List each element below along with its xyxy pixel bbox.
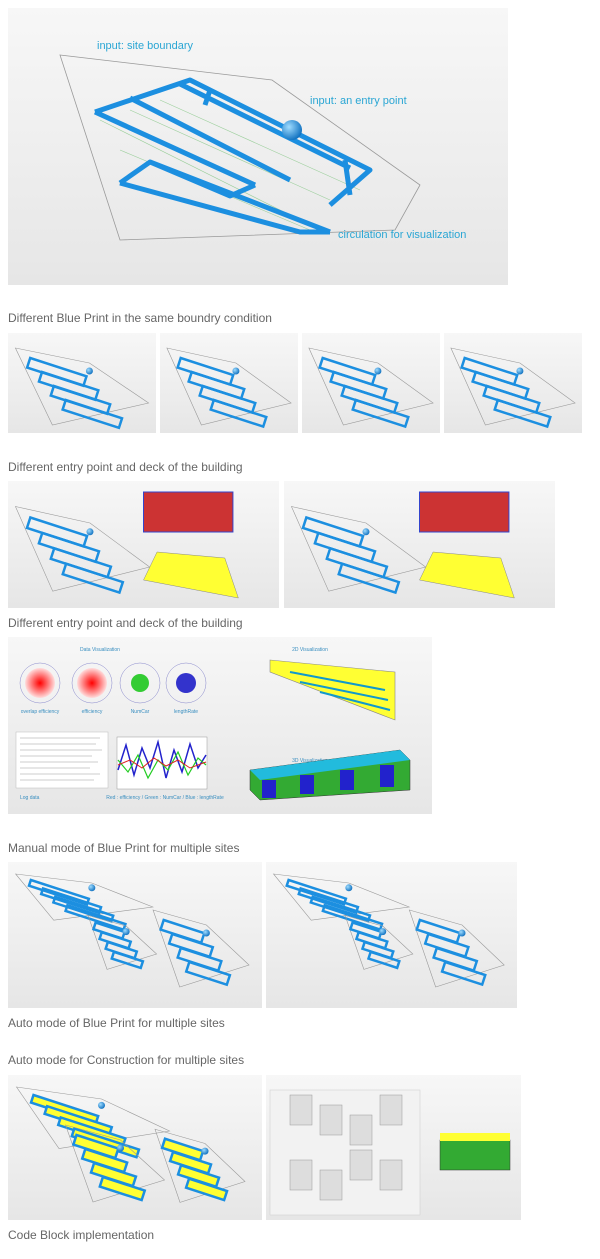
section-title: Data Visualization: [80, 647, 120, 653]
construction-row: [8, 1075, 521, 1220]
blueprint-row: [8, 333, 582, 433]
site-boundary: [272, 873, 411, 921]
site-boundary: [152, 909, 250, 988]
blueprint-block: [493, 398, 552, 429]
section-title: 3D Visualization: [292, 758, 328, 764]
blueprint-block: [184, 960, 232, 987]
entry-point: [122, 928, 130, 936]
blueprint-block: [440, 960, 487, 987]
chart-label: efficiency: [82, 709, 103, 715]
code-node: [349, 1114, 373, 1146]
entry-point: [201, 1147, 209, 1155]
manual-row: [8, 862, 517, 1008]
code-node: [289, 1159, 313, 1191]
site-boundary: [308, 347, 434, 426]
blueprint-block: [98, 1175, 147, 1202]
blueprint-block: [321, 903, 384, 932]
preview-top: [440, 1133, 510, 1141]
building-deck: [143, 491, 234, 533]
site-boundary: [450, 347, 576, 426]
site-boundary: [344, 915, 414, 970]
entry-point: [117, 1144, 124, 1152]
preview-box: [439, 1139, 511, 1171]
entry-point: [86, 528, 94, 536]
site-boundary: [14, 873, 154, 921]
caption: Code Block implementation: [8, 1228, 154, 1242]
caption: Manual mode of Blue Print for multiple s…: [8, 841, 239, 855]
caption: Different entry point and deck of the bu…: [8, 460, 243, 474]
blueprint-block: [110, 950, 145, 970]
site-boundary: [408, 909, 505, 988]
entry-point: [345, 884, 353, 892]
blueprint-block: [61, 398, 124, 430]
blueprint-block: [184, 1177, 229, 1202]
code-node: [289, 1094, 313, 1126]
deck-plan: [419, 551, 515, 599]
chart-label: overlap efficiency: [21, 709, 60, 715]
blueprint-block: [285, 878, 348, 906]
deck-plan: [143, 551, 239, 599]
site-boundary: [14, 347, 150, 426]
code-node: [379, 1159, 403, 1191]
dashboard-image: Data Visualization 2D Visualization 3D V…: [8, 637, 432, 814]
log-label: Log data: [20, 795, 40, 801]
caption: Auto mode for Construction for multiple …: [8, 1053, 244, 1067]
entry-point: [374, 367, 382, 375]
entry-point: [88, 884, 96, 892]
blueprint-block: [61, 562, 125, 595]
blueprint-block: [309, 895, 372, 923]
entry-point: [232, 367, 240, 375]
code-node: [349, 1149, 373, 1181]
hero-label: circulation for visualization: [338, 229, 466, 241]
entry-point: [458, 929, 466, 937]
blueprint-block: [297, 886, 360, 915]
site-boundary: [87, 915, 158, 970]
entry-point: [379, 928, 387, 936]
site-boundary: [15, 1086, 171, 1149]
entry-point: [85, 367, 93, 375]
hero-label: input: site boundary: [97, 40, 194, 52]
site-boundary: [166, 347, 292, 426]
blueprint-block: [351, 398, 410, 429]
entry-point: [98, 1101, 105, 1109]
entry-row: [8, 481, 555, 608]
site-boundary: [154, 1128, 246, 1203]
site-boundary: [65, 1124, 166, 1203]
chart-label: NumCar: [131, 709, 150, 715]
code-node: [379, 1094, 403, 1126]
section-title: 2D Visualization: [292, 647, 328, 653]
caption: Different Blue Print in the same boundry…: [8, 311, 272, 325]
blueprint-block: [366, 950, 401, 970]
hero-image: input: site boundary input: an entry poi…: [8, 8, 508, 285]
entry-point: [202, 929, 210, 937]
code-node: [319, 1169, 343, 1201]
building-deck: [419, 491, 510, 533]
chart-label: lengthRate: [174, 709, 198, 715]
blueprint-block: [64, 903, 127, 932]
caption: Different entry point and deck of the bu…: [8, 616, 243, 630]
blueprint-block: [337, 562, 401, 595]
hero-label: input: an entry point: [310, 95, 407, 107]
caption: Auto mode of Blue Print for multiple sit…: [8, 1016, 225, 1030]
entry-point: [362, 528, 370, 536]
blueprint-block: [209, 398, 268, 429]
legend-label: Red : efficiency / Green : NumCar / Blue…: [106, 795, 224, 801]
entry-point: [516, 367, 524, 375]
code-node: [319, 1104, 343, 1136]
